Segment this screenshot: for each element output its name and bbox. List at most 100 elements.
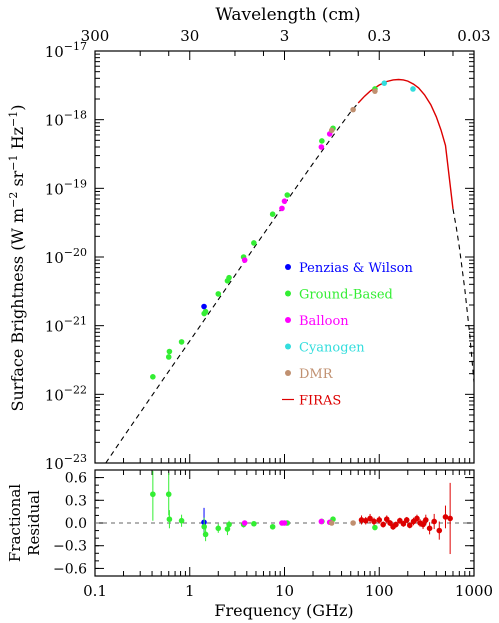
data-point-penzias-wilson <box>201 303 207 310</box>
x-tick-label: 100 <box>365 582 394 600</box>
residual-point-firas <box>393 521 399 528</box>
residual-point-balloon <box>318 518 325 525</box>
y-tick-base: 10 <box>45 386 64 404</box>
y-tick-base: 10 <box>45 455 64 473</box>
y-tick-label: 10−22 <box>45 383 87 404</box>
y-tick-label: 10−23 <box>45 452 87 473</box>
data-point-ground-based <box>178 339 185 345</box>
res-y-tick-label: −0.3 <box>53 539 87 555</box>
y-tick-exponent: −18 <box>64 109 87 122</box>
residual-point-firas <box>423 517 429 523</box>
y-tick-exponent: −19 <box>64 177 87 190</box>
legend-marker-penzias-wilson <box>285 264 291 270</box>
residual-point-balloon <box>281 520 288 526</box>
data-point-dmr <box>372 88 378 94</box>
residual-point-ground-based <box>150 491 156 498</box>
x-tick-label: 1000 <box>455 582 493 600</box>
residual-point-ground-based <box>165 491 172 498</box>
model-curve-rising <box>105 102 359 464</box>
axis-ticks <box>94 51 475 576</box>
residual-point-firas <box>420 521 426 528</box>
y-tick-label: 10−18 <box>45 109 87 130</box>
residual-y-axis-label-line2: Residual <box>25 490 43 556</box>
y-tick-label: 10−17 <box>45 40 87 61</box>
data-point-balloon <box>318 144 325 150</box>
residual-point-ground-based <box>178 517 185 524</box>
firas-spectrum-line <box>357 78 454 210</box>
data-point-balloon <box>279 205 285 212</box>
y-tick-base: 10 <box>45 318 64 336</box>
data-points <box>150 80 416 380</box>
data-point-dmr <box>350 106 356 113</box>
res-y-tick-label: 0.3 <box>65 493 87 509</box>
residual-point-firas <box>376 517 383 523</box>
res-y-tick-label: −0.6 <box>53 561 87 577</box>
axis-tick-labels: 300 30 3 0.3 0.0310−2310−2210−2110−2010−1910… <box>45 27 493 600</box>
residual-point-firas <box>447 515 453 522</box>
legend-label-ground-based: Ground-Based <box>299 288 393 303</box>
main-panel-frame <box>94 50 475 464</box>
legend-label-dmr: DMR <box>299 367 334 382</box>
legend: Penzias & Wilson Ground-Based Balloon Cyano… <box>282 261 413 409</box>
data-point-ground-based <box>284 192 291 198</box>
top-tick-label: 300 <box>81 27 110 45</box>
residual-point-ground-based <box>226 521 232 528</box>
y-tick-base: 10 <box>45 180 64 198</box>
y-tick-exponent: −17 <box>64 40 87 53</box>
residual-point-ground-based <box>215 525 222 532</box>
y-tick-exponent: −20 <box>64 246 87 259</box>
legend-label-cyanogen: Cyanogen <box>299 341 365 356</box>
data-point-balloon <box>281 198 288 204</box>
data-point-ground-based <box>269 211 276 218</box>
data-point-ground-based <box>226 274 232 281</box>
residual-point-firas <box>426 525 433 532</box>
residual-point-dmr <box>328 520 335 526</box>
x-tick-label: 1 <box>185 582 195 600</box>
residual-point-firas <box>380 521 386 528</box>
residual-point-firas <box>442 514 449 520</box>
y-tick-exponent: −21 <box>64 315 87 328</box>
data-point-ground-based <box>166 348 173 355</box>
x-tick-label: 0.1 <box>83 582 107 600</box>
firas-curve <box>357 78 454 210</box>
residual-point-ground-based <box>269 523 276 530</box>
legend-marker-ground-based <box>285 290 291 297</box>
data-point-ground-based <box>215 291 222 297</box>
residual-point-ground-based <box>202 531 209 538</box>
residual-point-firas <box>383 516 390 523</box>
legend-marker-cyanogen <box>285 343 291 350</box>
residual-point-firas <box>358 517 365 523</box>
residual-point-firas <box>387 520 393 526</box>
residual-point-ground-based <box>372 524 378 531</box>
residual-point-firas <box>431 518 437 525</box>
top-tick-label: 0.3 <box>367 27 391 45</box>
data-point-ground-based <box>150 374 156 380</box>
legend-label-penzias-wilson: Penzias & Wilson <box>299 261 413 276</box>
res-y-tick-label: 0.0 <box>65 516 87 532</box>
y-tick-base: 10 <box>45 43 64 61</box>
residual-point-firas <box>367 515 373 522</box>
data-point-balloon <box>241 257 248 263</box>
y-tick-base: 10 <box>45 249 64 267</box>
legend-marker-dmr <box>285 370 291 376</box>
residual-point-firas <box>436 527 443 534</box>
x-tick-label: 10 <box>275 582 294 600</box>
y-tick-exponent: −22 <box>64 383 87 396</box>
top-tick-label: 0.03 <box>457 27 490 45</box>
model-curve-falling <box>452 208 475 383</box>
residual-point-ground-based <box>166 516 173 523</box>
top-axis-title: Wavelength (cm) <box>215 5 360 25</box>
res-y-tick-label: 0.6 <box>65 471 87 487</box>
data-point-ground-based <box>165 354 172 360</box>
y-tick-exponent: −23 <box>64 452 87 465</box>
residual-y-axis-label-line1: Fractional <box>6 484 24 562</box>
legend-label-firas: FIRAS <box>299 394 341 409</box>
y-tick-label: 10−21 <box>45 315 87 336</box>
residual-points <box>150 471 453 555</box>
y-tick-base: 10 <box>45 112 64 130</box>
data-point-cyanogen <box>381 80 388 86</box>
data-point-dmr <box>328 127 335 134</box>
residual-point-firas <box>414 515 420 522</box>
residual-point-ground-based <box>251 520 257 527</box>
